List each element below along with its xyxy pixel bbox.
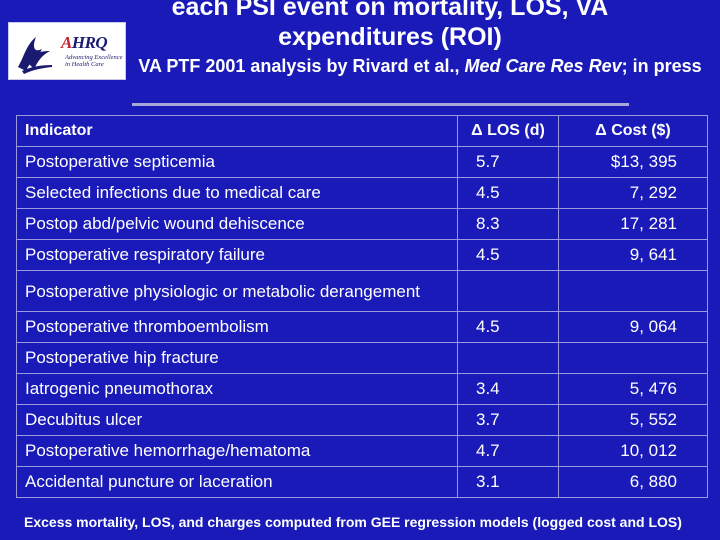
cell-los: 3.7 <box>457 404 559 436</box>
cell-indicator: Accidental puncture or laceration <box>16 466 458 498</box>
table-row: Postop abd/pelvic wound dehiscence 8.3 1… <box>16 208 708 240</box>
slide-subtitle: VA PTF 2001 analysis by Rivard et al., M… <box>138 56 702 76</box>
ahrq-tagline: Advancing Excellence in Health Care <box>65 54 123 68</box>
header-indicator: Indicator <box>16 115 458 147</box>
table-row: Postoperative physiologic or metabolic d… <box>16 270 708 312</box>
cell-los: 3.1 <box>457 466 559 498</box>
footnote: Excess mortality, LOS, and charges compu… <box>24 514 682 530</box>
cell-indicator: Postoperative thromboembolism <box>16 311 458 343</box>
cell-los: 3.4 <box>457 373 559 405</box>
cell-cost: 5, 552 <box>558 404 708 436</box>
table-row: Postoperative thromboembolism 4.5 9, 064 <box>16 311 708 343</box>
table-row: Selected infections due to medical care … <box>16 177 708 209</box>
ahrq-wordmark: AHRQ <box>61 33 108 52</box>
cell-indicator: Postoperative septicemia <box>16 146 458 178</box>
table-row: Postoperative septicemia 5.7 $13, 395 <box>16 146 708 178</box>
cell-los <box>457 342 559 374</box>
cell-cost: 10, 012 <box>558 435 708 467</box>
cell-indicator: Iatrogenic pneumothorax <box>16 373 458 405</box>
cell-indicator: Selected infections due to medical care <box>16 177 458 209</box>
cell-cost: 17, 281 <box>558 208 708 240</box>
table-row: Iatrogenic pneumothorax 3.4 5, 476 <box>16 373 708 405</box>
cell-indicator: Decubitus ulcer <box>16 404 458 436</box>
cell-indicator: Postoperative hip fracture <box>16 342 458 374</box>
cell-indicator: Postoperative respiratory failure <box>16 239 458 271</box>
cell-cost: $13, 395 <box>558 146 708 178</box>
hhs-eagle-icon <box>18 37 52 74</box>
slide-title: each PSI event on mortality, LOS, VA exp… <box>171 0 609 51</box>
title-divider <box>132 103 629 106</box>
header-los: Δ LOS (d) <box>457 115 559 147</box>
cell-indicator: Postoperative hemorrhage/hematoma <box>16 435 458 467</box>
cell-los: 5.7 <box>457 146 559 178</box>
header-cost: Δ Cost ($) <box>558 115 708 147</box>
cell-cost: 9, 064 <box>558 311 708 343</box>
table-row: Accidental puncture or laceration 3.1 6,… <box>16 466 708 498</box>
cell-los: 4.7 <box>457 435 559 467</box>
cell-cost: 9, 641 <box>558 239 708 271</box>
cell-cost <box>558 342 708 374</box>
cell-cost: 6, 880 <box>558 466 708 498</box>
cell-cost <box>558 270 708 312</box>
psi-table: Indicator Δ LOS (d) Δ Cost ($) Postopera… <box>16 115 708 498</box>
table-row: Postoperative hip fracture <box>16 342 708 374</box>
cell-cost: 5, 476 <box>558 373 708 405</box>
table-header-row: Indicator Δ LOS (d) Δ Cost ($) <box>16 115 708 147</box>
cell-indicator: Postop abd/pelvic wound dehiscence <box>16 208 458 240</box>
cell-los: 4.5 <box>457 239 559 271</box>
cell-indicator: Postoperative physiologic or metabolic d… <box>16 270 458 312</box>
cell-los: 4.5 <box>457 177 559 209</box>
cell-los <box>457 270 559 312</box>
cell-los: 4.5 <box>457 311 559 343</box>
table-row: Postoperative respiratory failure 4.5 9,… <box>16 239 708 271</box>
table-row: Decubitus ulcer 3.7 5, 552 <box>16 404 708 436</box>
table-row: Postoperative hemorrhage/hematoma 4.7 10… <box>16 435 708 467</box>
cell-los: 8.3 <box>457 208 559 240</box>
cell-cost: 7, 292 <box>558 177 708 209</box>
ahrq-logo: AHRQ Advancing Excellence in Health Care <box>8 22 126 80</box>
